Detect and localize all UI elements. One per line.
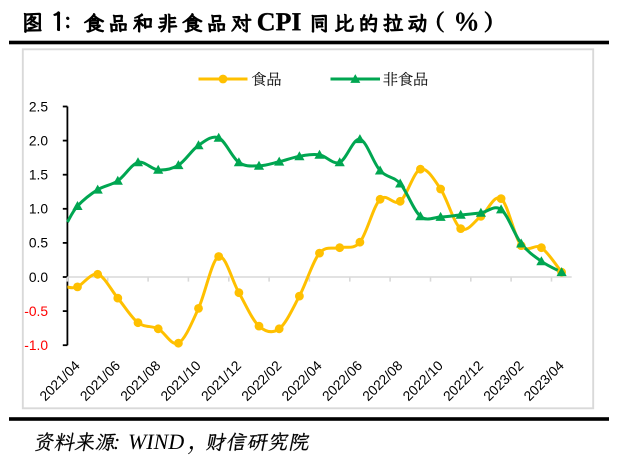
svg-text:-1.0: -1.0 (24, 338, 48, 353)
svg-text:2.5: 2.5 (29, 99, 49, 114)
svg-text:1.0: 1.0 (29, 202, 49, 217)
svg-text:2.0: 2.0 (29, 133, 49, 148)
svg-text:0.0: 0.0 (29, 270, 49, 285)
svg-text:-0.5: -0.5 (24, 304, 48, 319)
svg-text:1.5: 1.5 (29, 168, 49, 183)
svg-text:0.5: 0.5 (29, 236, 49, 251)
